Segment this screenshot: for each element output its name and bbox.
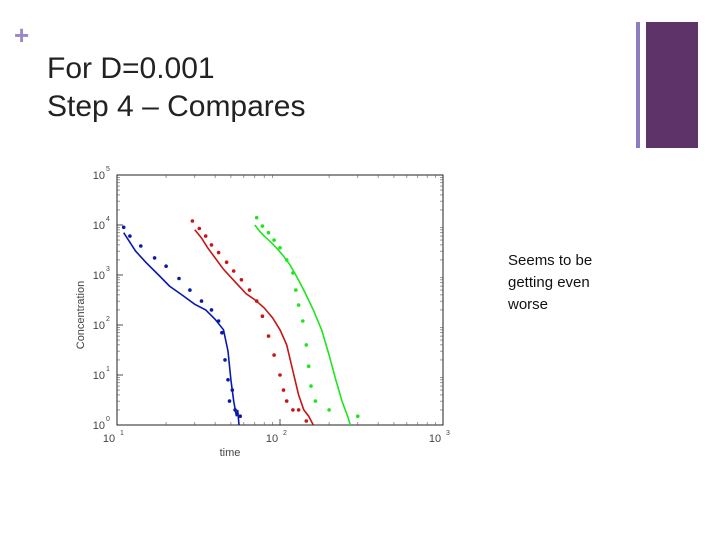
x-tick-label: 10 <box>103 433 115 445</box>
data-point-blue <box>164 264 168 268</box>
data-point-green <box>356 414 360 419</box>
slide-title: For D=0.001 Step 4 – Compares <box>47 50 305 126</box>
data-point-red <box>231 269 236 273</box>
y-tick-label: 10 <box>93 420 105 432</box>
data-point-green <box>294 288 298 292</box>
x-tick-exponent: 1 <box>120 430 124 437</box>
y-axis-label: Concentration <box>75 281 87 350</box>
data-point-green <box>266 230 271 235</box>
title-line-1: For D=0.001 <box>47 52 215 85</box>
data-point-red <box>247 288 252 292</box>
data-point-green <box>278 246 282 250</box>
y-tick-label: 10 <box>93 370 105 382</box>
data-point-red <box>209 243 214 247</box>
series-line-green <box>254 224 352 426</box>
data-point-red <box>260 314 265 318</box>
data-point-blue <box>177 276 181 281</box>
y-tick-label: 10 <box>93 270 105 282</box>
data-point-red <box>190 219 195 223</box>
y-tick-exponent: 5 <box>106 166 110 173</box>
y-tick-exponent: 4 <box>106 216 110 223</box>
y-tick-exponent: 1 <box>106 366 110 373</box>
data-point-green <box>327 408 331 412</box>
data-point-green <box>309 384 313 388</box>
data-point-red <box>272 353 276 357</box>
data-point-red <box>296 408 301 412</box>
x-tick-label: 10 <box>429 433 441 445</box>
data-point-blue <box>152 256 157 260</box>
title-line-2: Step 4 – Compares <box>47 90 306 123</box>
data-point-green <box>254 215 259 220</box>
data-point-green <box>291 271 295 275</box>
data-point-green <box>296 303 301 307</box>
data-point-red <box>197 226 202 231</box>
data-point-green <box>313 399 318 403</box>
data-point-blue <box>233 408 237 412</box>
data-point-blue <box>223 358 227 362</box>
y-tick-label: 10 <box>93 220 105 232</box>
y-tick-exponent: 3 <box>106 266 110 273</box>
series-line-red <box>194 229 315 426</box>
data-point-blue <box>139 244 143 248</box>
data-point-blue <box>209 308 214 312</box>
x-tick-label: 10 <box>266 433 278 445</box>
data-point-green <box>306 364 311 368</box>
data-point-red <box>266 334 271 338</box>
concentration-chart: 10 1 10 2 10 3100101102103104105timeConcentra… <box>75 166 450 459</box>
slide-note: Seems to be getting even worse <box>508 252 593 313</box>
data-point-red <box>203 234 208 238</box>
data-point-blue <box>227 399 232 403</box>
data-point-red <box>224 260 229 264</box>
data-point-blue <box>199 299 204 303</box>
data-point-red <box>216 250 221 255</box>
x-axis-label: time <box>220 447 241 459</box>
y-tick-label: 10 <box>93 320 105 332</box>
accent-bar-thick <box>646 22 698 148</box>
data-point-red <box>278 373 282 377</box>
data-point-blue <box>230 388 235 392</box>
plus-icon: + <box>14 20 30 50</box>
data-point-red <box>281 388 286 392</box>
x-tick-exponent: 2 <box>283 430 287 437</box>
y-tick-exponent: 0 <box>106 416 110 423</box>
data-point-green <box>284 258 289 262</box>
data-point-green <box>301 319 305 323</box>
data-point-green <box>304 343 309 347</box>
data-point-blue <box>220 330 224 335</box>
series-line-blue <box>123 232 240 426</box>
data-point-red <box>304 419 309 423</box>
data-point-blue <box>188 288 192 292</box>
y-tick-exponent: 2 <box>106 316 110 323</box>
data-point-green <box>260 224 265 228</box>
data-point-red <box>284 399 289 403</box>
data-point-blue <box>216 319 221 323</box>
data-point-blue <box>128 234 132 238</box>
data-point-blue <box>121 225 126 230</box>
data-point-blue <box>226 378 230 382</box>
plot-frame <box>116 174 444 426</box>
y-tick-label: 10 <box>93 170 105 182</box>
data-point-red <box>254 299 259 303</box>
data-point-blue <box>238 414 242 419</box>
accent-bar-thin <box>636 22 640 148</box>
x-tick-exponent: 3 <box>446 430 450 437</box>
data-point-red <box>239 278 244 282</box>
data-point-green <box>272 238 276 242</box>
data-point-red <box>291 408 295 412</box>
